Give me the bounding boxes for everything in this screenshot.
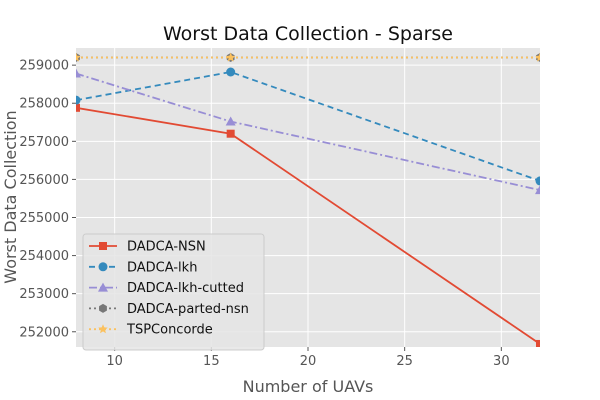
series-dadca-lkh [76,67,540,186]
data-point [535,185,540,195]
legend-marker [99,303,107,313]
x-tick-label: 25 [396,354,413,369]
y-tick-label: 258000 [19,97,69,112]
series-clip-group [76,52,540,347]
series-dadca-lkh-cutted [76,68,540,195]
data-point [226,67,236,77]
legend-label: DADCA-lkh [127,260,197,275]
x-tick-label: 30 [493,354,510,369]
data-point [536,339,540,347]
data-point [225,52,236,62]
y-tick-label: 253000 [19,287,69,302]
series-layer [76,52,540,347]
series-dadca-nsn [76,103,540,347]
legend-label: DADCA-lkh-cutted [127,281,244,296]
legend-label: DADCA-NSN [127,240,206,255]
legend-item: DADCA-parted-nsn [89,302,249,317]
series-line [76,71,540,182]
y-tick-label: 256000 [19,173,69,188]
legend-label: DADCA-parted-nsn [127,302,249,317]
x-tick-label: 10 [106,354,123,369]
data-point [76,95,81,105]
legend-marker [98,324,108,334]
y-tick-label: 255000 [19,211,69,226]
chart-title: Worst Data Collection - Sparse [163,23,453,45]
legend-item: DADCA-lkh [89,260,197,275]
legend-item: DADCA-NSN [89,240,206,255]
legend: DADCA-NSN DADCA-lkh DADCA-lkh-cutted DADCA-… [82,233,265,351]
legend-marker [98,282,108,292]
data-point [226,129,235,138]
y-axis-title: Worst Data Collection [1,110,20,283]
x-tick-label: 15 [203,354,220,369]
legend-item: DADCA-lkh-cutted [89,281,244,296]
data-point [76,103,80,112]
legend-item: TSPConcorde [89,323,213,338]
y-tick-label: 254000 [19,249,69,264]
data-point [225,116,236,126]
y-tick-label: 252000 [19,325,69,340]
data-point [535,52,540,62]
legend-marker [98,262,108,272]
legend-marker [99,242,107,250]
legend-box [82,233,265,351]
legend-label: TSPConcorde [126,323,213,338]
y-axis-ticks: 252000 253000 254000 255000 256000 257000 2580… [19,59,76,340]
data-point [76,52,81,62]
data-point [76,68,81,78]
series-tspconcorde [76,52,540,62]
x-axis-title: Number of UAVs [243,377,374,396]
y-tick-label: 257000 [19,135,69,150]
y-tick-label: 259000 [19,59,69,74]
x-axis-ticks: 10 15 20 25 30 [106,347,510,369]
data-point [535,176,540,186]
x-tick-label: 20 [300,354,317,369]
